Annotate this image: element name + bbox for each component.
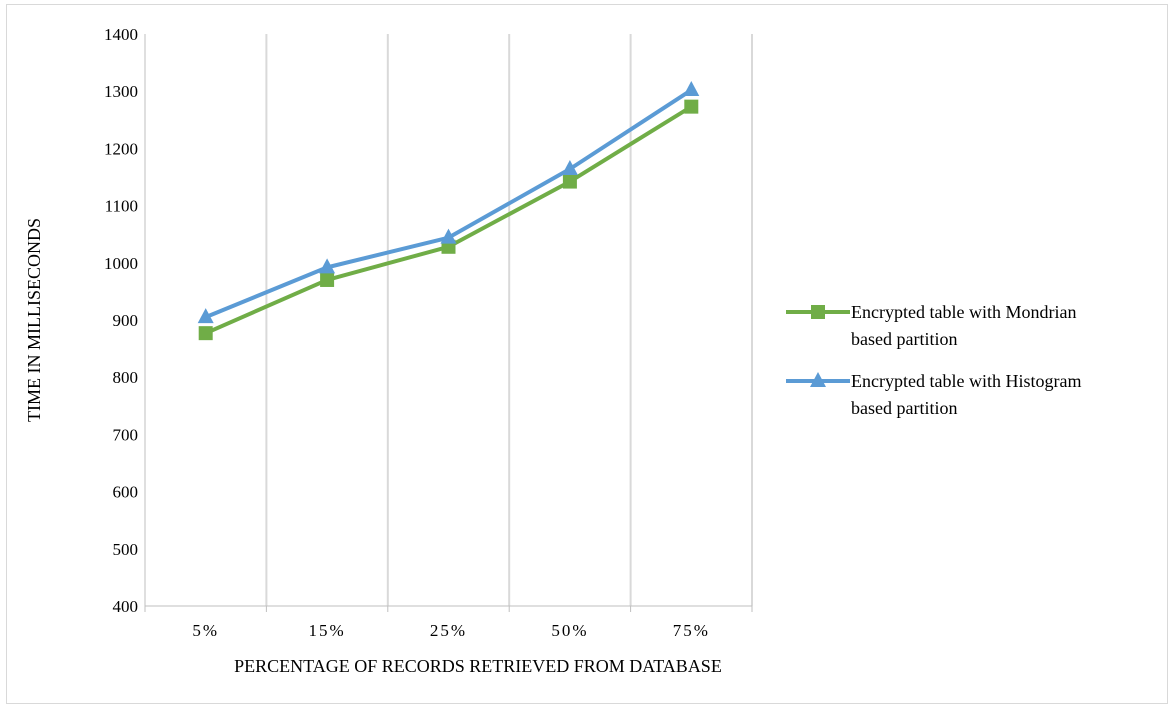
x-tick-label: 5% (192, 621, 219, 640)
y-axis-label: TIME IN MILLISECONDS (24, 218, 44, 422)
legend-entry-2: Encrypted table with Histogram based part… (786, 371, 1081, 418)
y-tick-label: 1200 (104, 139, 138, 158)
x-tick-label: 25% (430, 621, 467, 640)
gridlines (265, 34, 753, 606)
series-1 (198, 99, 699, 341)
series-line (204, 104, 693, 335)
y-tick-labels: 400 500 600 700 800 900 1000 1100 1200 1300 1400 (104, 25, 138, 616)
x-tick-labels: 5% 15% 25% 50% 75% (192, 621, 710, 640)
x-axis-label: PERCENTAGE OF RECORDS RETRIEVED FROM DAT… (234, 656, 722, 676)
x-tick-label: 15% (309, 621, 346, 640)
data-point (319, 258, 336, 274)
y-tick-label: 400 (113, 597, 139, 616)
y-tick-label: 1100 (105, 197, 138, 216)
y-tick-label: 1400 (104, 25, 138, 44)
y-tick-label: 500 (113, 540, 139, 559)
y-tick-label: 600 (113, 483, 139, 502)
x-tick-label: 75% (673, 621, 710, 640)
series-2 (197, 81, 700, 324)
legend-label-line2: based partition (851, 329, 957, 349)
data-point (198, 326, 213, 341)
y-tick-label: 1300 (104, 82, 138, 101)
data-point (440, 228, 457, 244)
data-point (561, 159, 578, 175)
series-line (204, 88, 693, 319)
series-group (197, 81, 700, 341)
chart-frame (6, 4, 1168, 704)
legend-marker (810, 372, 826, 387)
legend-entry-1: Encrypted table with Mondrian based parti… (786, 302, 1076, 349)
legend-marker (811, 305, 825, 319)
y-tick-label: 700 (113, 425, 139, 444)
y-tick-label: 800 (113, 368, 139, 387)
legend: Encrypted table with Mondrian based parti… (786, 302, 1081, 418)
y-tick-label: 1000 (104, 254, 138, 273)
y-tick-label: 900 (113, 311, 139, 330)
data-point (684, 99, 699, 114)
data-point (320, 272, 335, 287)
data-point (683, 81, 700, 97)
legend-label-line1: Encrypted table with Histogram (851, 371, 1081, 391)
legend-label-line1: Encrypted table with Mondrian (851, 302, 1076, 322)
data-point (197, 308, 214, 324)
x-tick-label: 50% (551, 621, 588, 640)
axes (144, 34, 753, 612)
legend-label-line2: based partition (851, 398, 957, 418)
data-point (562, 174, 577, 189)
